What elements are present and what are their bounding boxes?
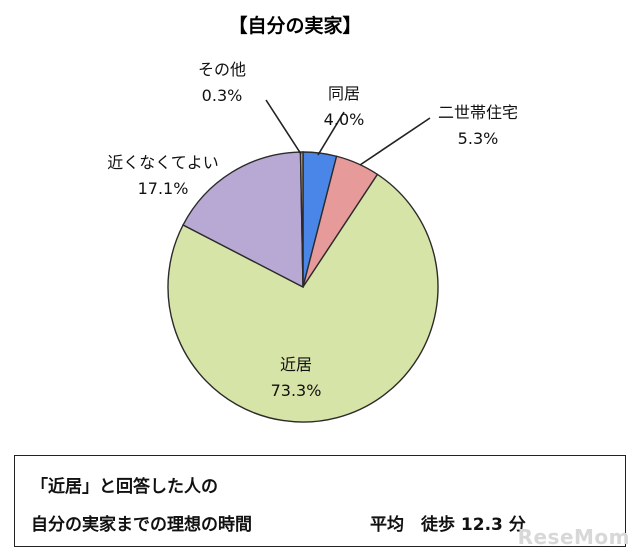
note-box: 「近居」と回答した人の 自分の実家までの理想の時間 平均 徒歩 12.3 分 — [14, 455, 626, 547]
slice-label-sonota: その他 — [198, 60, 246, 79]
slice-label-kinkyo: 近居 — [280, 355, 312, 374]
slice-label-chikakunakute: 近くなくてよい — [107, 153, 219, 172]
leader-line-dokyo — [317, 111, 345, 156]
watermark-logo: ReseMom — [517, 525, 630, 549]
leader-line-sonota — [265, 99, 302, 155]
pie-slices — [167, 151, 439, 423]
pie-slice-chikakunakute — [182, 151, 304, 289]
pie-slice-kinkyo — [167, 173, 439, 423]
average-walk-time: 平均 徒歩 12.3 分 — [370, 515, 526, 535]
note-line-2: 自分の実家までの理想の時間 — [31, 515, 252, 535]
slice-value-kinkyo: 73.3% — [271, 381, 322, 400]
slice-value-nisetai: 5.3% — [458, 129, 499, 148]
note-line-1: 「近居」と回答した人の — [31, 477, 218, 497]
slice-value-sonota: 0.3% — [202, 86, 243, 105]
slice-value-chikakunakute: 17.1% — [138, 179, 189, 198]
slice-label-dokyo: 同居 — [328, 84, 360, 103]
slice-value-dokyo: 4.0% — [324, 110, 365, 129]
leader-lines — [265, 99, 431, 166]
chart-title: 【自分の実家】 — [228, 14, 361, 37]
slice-label-nisetai: 二世帯住宅 — [438, 103, 518, 122]
slice-labels: 同居 4.0% 二世帯住宅 5.3% 近居 73.3% 近くなくてよい 17.1% その他 0.3… — [107, 60, 518, 400]
leader-line-nisetai — [359, 117, 431, 166]
